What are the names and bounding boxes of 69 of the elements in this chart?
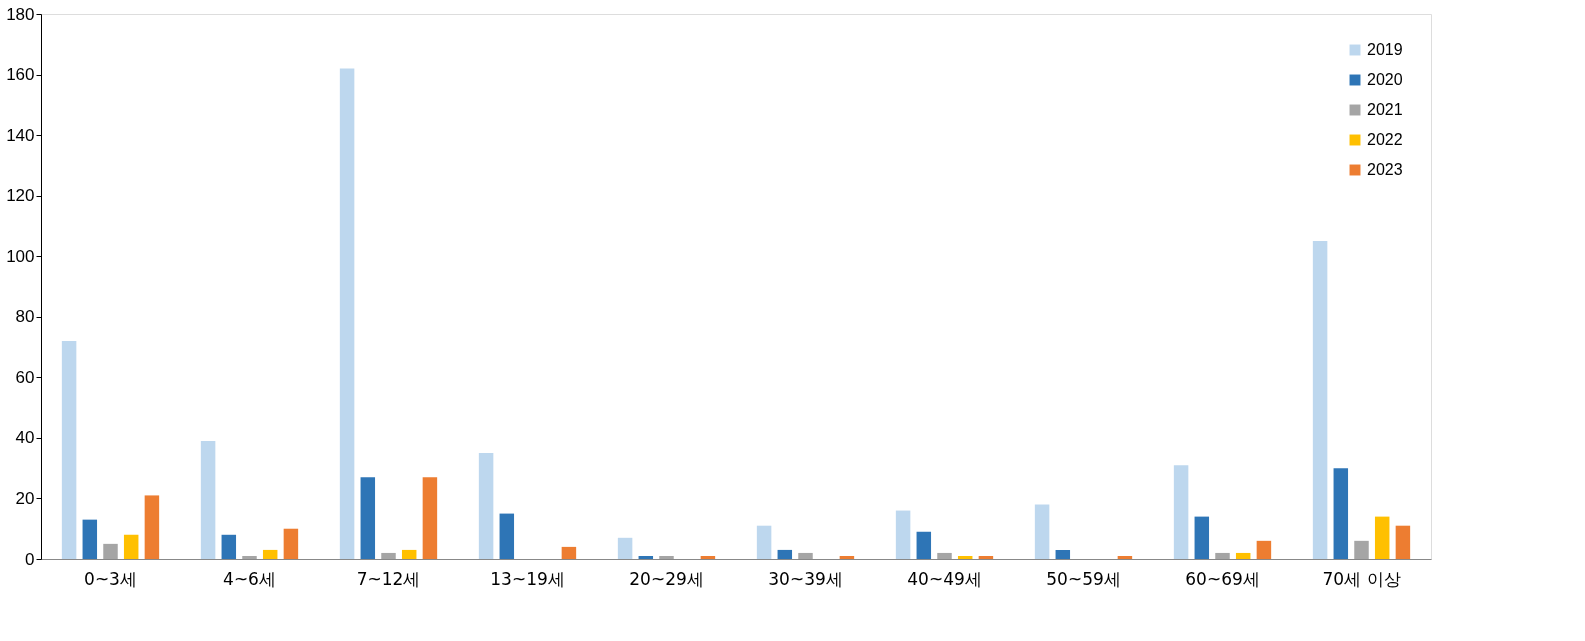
bar [1117, 555, 1133, 559]
y-tick-label: 80 [15, 307, 35, 327]
bar [1354, 540, 1369, 559]
bar [360, 477, 376, 559]
x-tick-label: 4~6세 [223, 568, 276, 589]
y-tick-label: 0 [25, 549, 35, 569]
bar [242, 555, 257, 559]
bar [561, 546, 577, 559]
legend-label: 2021 [1367, 101, 1403, 118]
bar [756, 525, 772, 559]
bar [1194, 516, 1210, 559]
bar [777, 549, 793, 559]
bar [937, 552, 952, 559]
bar [895, 510, 911, 559]
bar [262, 549, 278, 559]
bar [798, 552, 813, 559]
bar [957, 555, 973, 559]
bar [381, 552, 396, 559]
x-tick-label: 60~69세 [1185, 568, 1260, 589]
bar [638, 555, 654, 559]
y-tick-label: 120 [6, 186, 35, 206]
bar [61, 341, 77, 559]
bar [1333, 468, 1349, 559]
bar [617, 537, 633, 559]
bar [1215, 552, 1230, 559]
legend-label: 2022 [1367, 131, 1403, 148]
bar [339, 68, 355, 559]
x-tick-label: 50~59세 [1046, 568, 1121, 589]
x-tick-label: 30~39세 [768, 568, 843, 589]
x-tick-label: 70세 이상 [1322, 568, 1401, 589]
bar [700, 555, 716, 559]
bar [103, 543, 118, 559]
bar [1034, 504, 1050, 559]
bar [82, 519, 98, 559]
bar [1374, 516, 1390, 559]
bar [1235, 552, 1251, 559]
bar [916, 531, 932, 559]
bar [1055, 549, 1071, 559]
y-tick-label: 140 [6, 125, 35, 145]
bar [1256, 540, 1272, 559]
x-tick-label: 0~3세 [84, 568, 137, 589]
bar [221, 534, 237, 559]
bar [978, 555, 994, 559]
y-tick-label: 160 [6, 65, 35, 85]
y-tick-label: 180 [6, 4, 35, 24]
y-tick-label: 40 [15, 428, 35, 448]
bar [659, 555, 674, 559]
y-tick-label: 100 [6, 246, 35, 266]
x-tick-label: 13~19세 [490, 568, 565, 589]
legend-label: 2020 [1367, 71, 1403, 88]
bar [401, 549, 417, 559]
bar [200, 440, 216, 559]
bar [1173, 465, 1189, 559]
bar [1312, 241, 1328, 559]
bar [839, 555, 855, 559]
x-tick-label: 40~49세 [907, 568, 982, 589]
x-tick-label: 7~12세 [356, 568, 421, 589]
bar [499, 513, 515, 559]
legend-label: 2019 [1367, 41, 1403, 58]
bar [422, 477, 438, 559]
bar [478, 453, 494, 559]
y-tick-label: 20 [15, 488, 35, 508]
x-tick-label: 20~29세 [629, 568, 704, 589]
y-tick-label: 60 [15, 367, 35, 387]
legend-label: 2023 [1367, 161, 1403, 178]
bar [283, 528, 299, 559]
bar [123, 534, 139, 559]
bar [1395, 525, 1411, 559]
bar [144, 495, 160, 559]
